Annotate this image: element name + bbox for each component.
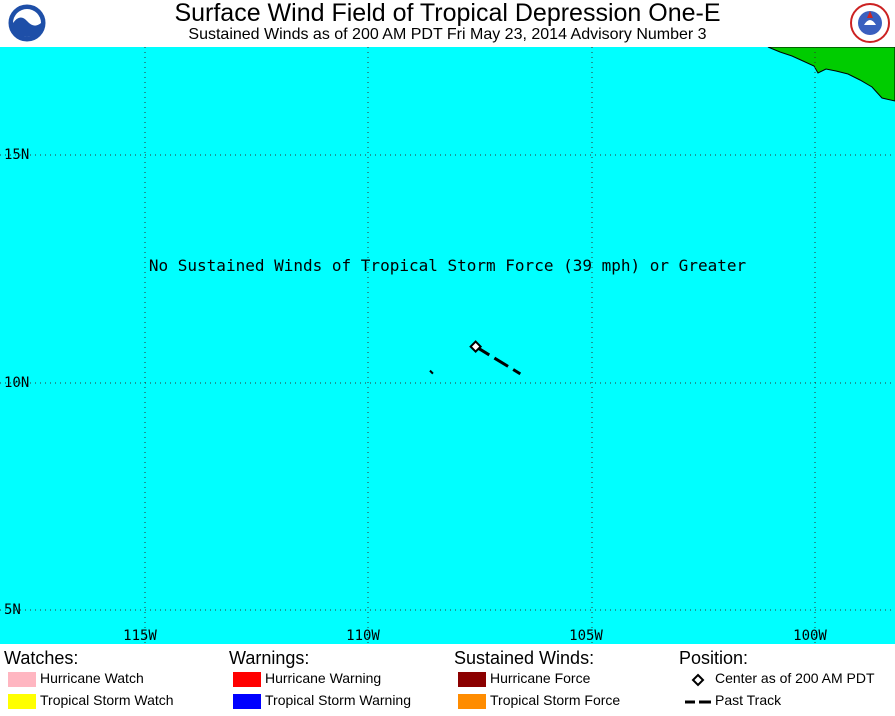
lon-label-105w: 105W	[569, 628, 603, 644]
legend-label: Hurricane Force	[490, 670, 591, 686]
map-canvas	[0, 47, 895, 644]
dashed-line-icon	[685, 700, 711, 704]
header: Surface Wind Field of Tropical Depressio…	[0, 0, 895, 47]
legend-item-hurricane-watch: Hurricane Watch	[4, 669, 224, 691]
legend-label: Tropical Storm Watch	[40, 692, 174, 708]
legend-label: Past Track	[715, 692, 782, 708]
legend-item-past-track: Past Track	[679, 691, 893, 713]
page-subtitle: Sustained Winds as of 200 AM PDT Fri May…	[188, 26, 707, 43]
legend-position: Position: Center as of 200 AM PDT Past T…	[679, 647, 893, 713]
storm-center-diamond-icon	[469, 340, 483, 353]
legend-label: Hurricane Watch	[40, 670, 144, 686]
legend-item-tropical-storm-watch: Tropical Storm Watch	[4, 691, 224, 713]
lat-label-5n: 5N	[4, 602, 21, 618]
legend-label: Tropical Storm Force	[490, 692, 621, 708]
coastline-land	[767, 47, 895, 102]
legend-item-center: Center as of 200 AM PDT	[679, 669, 893, 691]
legend-watches-heading: Watches:	[4, 648, 79, 668]
legend-watches: Watches: Hurricane Watch Tropical Storm …	[4, 647, 224, 713]
legend-label: Hurricane Warning	[265, 670, 382, 686]
hurricane-warning-swatch	[233, 672, 261, 687]
legend-label: Tropical Storm Warning	[265, 692, 412, 708]
lon-label-110w: 110W	[346, 628, 380, 644]
past-track-segment	[474, 345, 522, 376]
past-track-fragment	[429, 369, 434, 375]
legend-label: Center as of 200 AM PDT	[715, 670, 875, 686]
lat-label-10n: 10N	[4, 375, 30, 391]
tropical-storm-warning-swatch	[233, 694, 261, 709]
legend-warnings-heading: Warnings:	[229, 648, 310, 668]
legend-winds-heading: Sustained Winds:	[454, 648, 595, 668]
tropical-storm-force-swatch	[458, 694, 486, 709]
lon-label-100w: 100W	[793, 628, 827, 644]
legend-winds: Sustained Winds: Hurricane Force Tropica…	[454, 647, 674, 713]
hurricane-force-swatch	[458, 672, 486, 687]
ocean-area	[0, 47, 895, 644]
lat-label-15n: 15N	[4, 147, 30, 163]
page-title: Surface Wind Field of Tropical Depressio…	[174, 0, 721, 27]
legend-item-tropical-storm-force: Tropical Storm Force	[454, 691, 674, 713]
lat-lon-grid	[0, 47, 895, 644]
legend-position-heading: Position:	[679, 648, 749, 668]
map: 15N 10N 5N 115W 110W 105W 100W No Sustai…	[0, 47, 895, 644]
lon-label-115w: 115W	[123, 628, 157, 644]
hurricane-watch-swatch	[8, 672, 36, 687]
diamond-icon	[691, 673, 705, 687]
legend-item-tropical-storm-warning: Tropical Storm Warning	[229, 691, 449, 713]
legend-item-hurricane-force: Hurricane Force	[454, 669, 674, 691]
storm-track	[429, 340, 522, 376]
wind-field-note: No Sustained Winds of Tropical Storm For…	[148, 256, 747, 275]
noaa-logo	[7, 3, 47, 43]
legend-warnings: Warnings: Hurricane Warning Tropical Sto…	[229, 647, 449, 713]
legend-item-hurricane-warning: Hurricane Warning	[229, 669, 449, 691]
tropical-storm-watch-swatch	[8, 694, 36, 709]
nws-logo	[850, 3, 890, 43]
legend: Watches: Hurricane Watch Tropical Storm …	[0, 644, 895, 716]
